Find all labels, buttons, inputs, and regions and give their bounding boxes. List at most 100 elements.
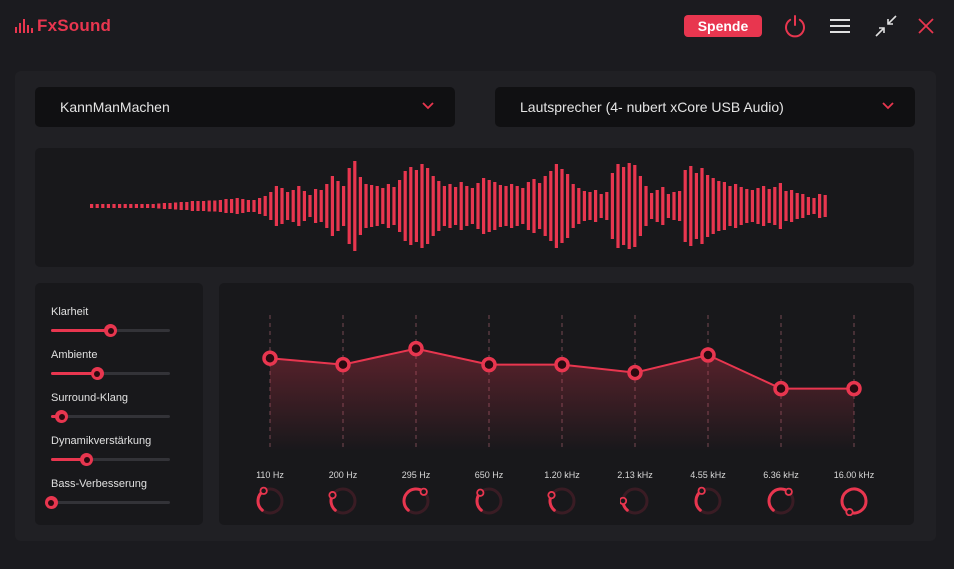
visualizer-bar (734, 184, 738, 228)
visualizer-bar (633, 165, 637, 247)
eq-frequency-label: 16.00 kHz (833, 470, 875, 480)
output-device-dropdown[interactable]: Lautsprecher (4- nubert xCore USB Audio) (495, 87, 915, 127)
visualizer-bar (252, 200, 256, 212)
effect-slider-thumb[interactable] (55, 410, 69, 423)
visualizer-bar (526, 182, 530, 230)
visualizer-bar (392, 187, 396, 225)
visualizer-bar (756, 188, 760, 224)
visualizer-bar (521, 188, 525, 224)
visualizer-bar (123, 204, 127, 208)
visualizer-bar (818, 194, 822, 218)
visualizer-bar (280, 188, 284, 224)
visualizer-bar (224, 199, 228, 213)
visualizer-bar (258, 198, 262, 214)
eq-band-handle[interactable] (773, 380, 789, 397)
visualizer-bar (554, 164, 558, 248)
eq-band-knob[interactable] (474, 486, 504, 516)
output-device-selected: Lautsprecher (4- nubert xCore USB Audio) (520, 99, 784, 115)
effect-slider-thumb[interactable] (90, 367, 104, 380)
visualizer-bar (661, 187, 665, 225)
chevron-down-icon (882, 102, 894, 110)
effect-slider-track[interactable] (44, 496, 170, 509)
eq-band-handle[interactable] (262, 350, 278, 366)
visualizer-bar (750, 190, 754, 222)
logo-bars-icon (15, 19, 33, 33)
app-name: FxSound (37, 16, 112, 35)
visualizer-bar (202, 201, 206, 211)
close-icon[interactable] (912, 12, 940, 40)
eq-frequency-label: 1.20 kHz (544, 470, 580, 480)
visualizer-bar (269, 192, 273, 220)
visualizer-bar (717, 181, 721, 231)
visualizer-bar (196, 201, 200, 211)
visualizer-bar (336, 181, 340, 231)
preset-dropdown[interactable]: KannManMachen (35, 87, 455, 127)
visualizer-bar (286, 192, 290, 220)
visualizer-bar (644, 186, 648, 226)
eq-band-knob[interactable] (547, 486, 577, 516)
visualizer-bar (498, 185, 502, 227)
power-icon[interactable] (781, 12, 809, 40)
eq-band-knob[interactable] (766, 486, 796, 516)
visualizer-bar (599, 194, 603, 218)
visualizer-bar (106, 204, 110, 208)
eq-band-handle[interactable] (481, 356, 497, 373)
visualizer-bar (168, 203, 172, 209)
eq-frequency-label: 6.36 kHz (763, 470, 799, 480)
effect-slider-track[interactable] (51, 324, 170, 337)
effect-surround: Surround-Klang (51, 392, 171, 423)
visualizer-bar (448, 184, 452, 228)
effect-slider-thumb[interactable] (104, 324, 117, 337)
eq-band-knob[interactable] (839, 486, 869, 516)
effect-slider-track[interactable] (51, 410, 170, 423)
visualizer-bar (711, 178, 715, 234)
visualizer-bar (745, 189, 749, 223)
visualizer-bar (610, 173, 614, 239)
visualizer-bar (672, 192, 676, 220)
eq-frequency-label: 200 Hz (328, 470, 358, 480)
visualizer-bar (297, 186, 301, 226)
donate-button[interactable]: Spende (684, 15, 762, 37)
effect-slider-thumb[interactable] (44, 496, 58, 509)
eq-band-handle[interactable] (700, 347, 716, 363)
visualizer-bar (157, 203, 161, 209)
effect-slider-thumb[interactable] (80, 453, 94, 466)
visualizer-bar (683, 170, 687, 242)
eq-band-handle[interactable] (846, 380, 862, 397)
effect-slider-track[interactable] (51, 367, 170, 380)
visualizer-bar (235, 198, 239, 214)
equalizer-panel: 110 Hz 200 Hz 295 Hz 650 Hz 1.20 kHz 2.13 kHz… (219, 283, 914, 525)
visualizer-bar (420, 164, 424, 248)
visualizer-bar (101, 204, 105, 208)
eq-band-knob[interactable] (693, 486, 723, 516)
visualizer-bar (577, 188, 581, 224)
visualizer-bar (650, 193, 654, 219)
eq-band-handle[interactable] (335, 356, 351, 373)
menu-icon[interactable] (826, 12, 854, 40)
eq-band-knob[interactable] (401, 486, 431, 516)
eq-band-knob[interactable] (620, 486, 650, 516)
visualizer-bar (678, 191, 682, 221)
effect-slider-track[interactable] (51, 453, 170, 466)
visualizer-bar (353, 161, 357, 251)
eq-band-knob[interactable] (255, 486, 285, 516)
minimize-arrows-icon[interactable] (872, 12, 900, 40)
effect-slider-fill (51, 372, 98, 375)
eq-band-handle[interactable] (554, 356, 570, 373)
app-logo: FxSound (15, 16, 111, 36)
visualizer-bar (381, 188, 385, 224)
visualizer-bar (330, 176, 334, 236)
visualizer-bar (510, 184, 514, 228)
visualizer-bar (812, 198, 816, 214)
eq-band-handle[interactable] (627, 364, 643, 381)
eq-frequency-label: 295 Hz (401, 470, 431, 480)
visualizer-bar (162, 203, 166, 209)
visualizer-bar (375, 186, 379, 226)
visualizer-bar (246, 200, 250, 212)
visualizer-bar (762, 186, 766, 226)
visualizer-bar (767, 189, 771, 223)
eq-band-handle[interactable] (408, 340, 424, 357)
visualizer-bar (459, 182, 463, 230)
visualizer-bar (493, 182, 497, 230)
eq-band-knob[interactable] (328, 486, 358, 516)
